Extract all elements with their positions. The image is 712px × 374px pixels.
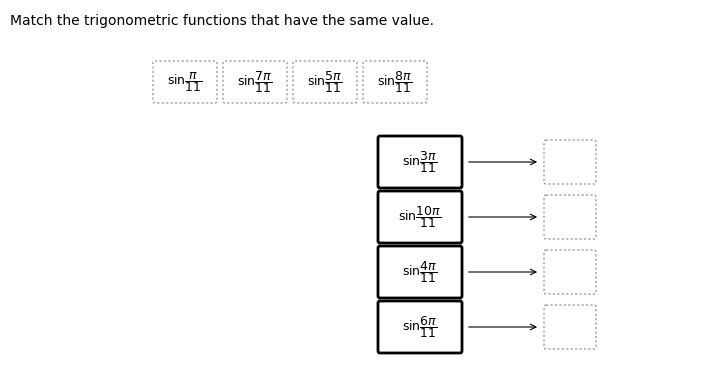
FancyBboxPatch shape (293, 61, 357, 103)
Text: sin$\dfrac{5\pi}{11}$: sin$\dfrac{5\pi}{11}$ (307, 69, 343, 95)
Text: sin$\dfrac{6\pi}{11}$: sin$\dfrac{6\pi}{11}$ (402, 314, 438, 340)
Text: sin$\dfrac{10\pi}{11}$: sin$\dfrac{10\pi}{11}$ (398, 204, 441, 230)
FancyBboxPatch shape (544, 250, 596, 294)
Text: sin$\dfrac{8\pi}{11}$: sin$\dfrac{8\pi}{11}$ (377, 69, 413, 95)
FancyBboxPatch shape (378, 246, 462, 298)
Text: sin$\dfrac{\pi}{11}$: sin$\dfrac{\pi}{11}$ (167, 70, 203, 94)
Text: Match the trigonometric functions that have the same value.: Match the trigonometric functions that h… (10, 14, 434, 28)
Text: sin$\dfrac{3\pi}{11}$: sin$\dfrac{3\pi}{11}$ (402, 149, 438, 175)
Text: sin$\dfrac{7\pi}{11}$: sin$\dfrac{7\pi}{11}$ (237, 69, 273, 95)
FancyBboxPatch shape (378, 301, 462, 353)
FancyBboxPatch shape (544, 305, 596, 349)
FancyBboxPatch shape (223, 61, 287, 103)
FancyBboxPatch shape (153, 61, 217, 103)
FancyBboxPatch shape (378, 191, 462, 243)
FancyBboxPatch shape (378, 136, 462, 188)
Text: sin$\dfrac{4\pi}{11}$: sin$\dfrac{4\pi}{11}$ (402, 259, 438, 285)
FancyBboxPatch shape (544, 195, 596, 239)
FancyBboxPatch shape (544, 140, 596, 184)
FancyBboxPatch shape (363, 61, 427, 103)
